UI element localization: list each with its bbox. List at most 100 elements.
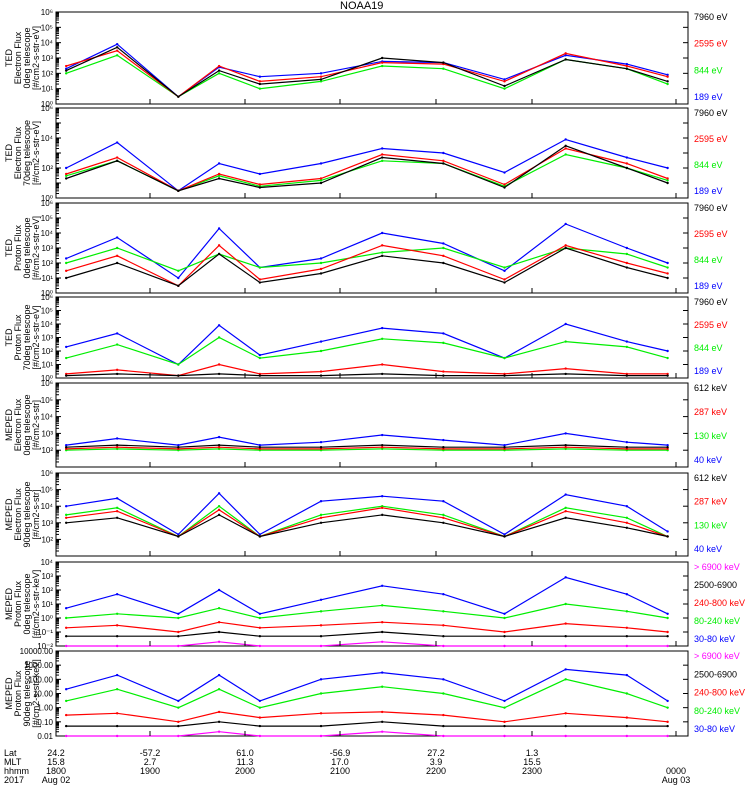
y-axis-label: MEPED Proton Flux 0deg telescope [#/cm2-s-s… (4, 570, 41, 639)
data-point (380, 153, 384, 156)
data-point (564, 576, 567, 579)
data-point (625, 516, 629, 520)
data-point (258, 734, 262, 738)
data-point (258, 82, 262, 86)
data-point (442, 341, 445, 345)
data-point (115, 46, 119, 49)
data-point (258, 706, 262, 709)
data-point (625, 521, 629, 524)
data-point (625, 156, 629, 159)
x-tick-label: 61.0 (236, 748, 254, 758)
data-point (380, 630, 384, 634)
y-tick-label: 10³ (41, 54, 53, 63)
data-point (217, 363, 221, 366)
data-point (177, 276, 180, 280)
data-point (666, 706, 669, 709)
y-axis-label-line: [#/cm2-s-str-eV] (31, 26, 41, 90)
data-point (64, 443, 68, 447)
series-189-ev (65, 138, 668, 192)
y-axis-label-line: [#/cm2-s-str-eV] (31, 121, 41, 185)
y-tick-label: 10⁵ (41, 396, 53, 405)
data-point (217, 492, 221, 495)
data-point (666, 356, 669, 360)
data-point (666, 644, 669, 648)
data-point (442, 635, 445, 638)
data-point (564, 372, 567, 376)
data-point (564, 54, 567, 57)
y-tick-label: 10¹ (41, 85, 53, 94)
data-point (625, 610, 629, 613)
data-point (380, 254, 384, 258)
legend-entry: 612 keV (694, 383, 727, 393)
data-point (380, 506, 384, 510)
data-point (64, 257, 68, 260)
data-point (666, 530, 669, 533)
data-point (319, 516, 323, 520)
data-point (625, 62, 629, 66)
y-axis-label: MEPED Electron Flux 0deg telescope [#/cm2-s… (4, 394, 41, 455)
data-point (442, 724, 445, 728)
data-point (380, 64, 384, 68)
data-point (258, 443, 262, 447)
data-point (564, 724, 567, 728)
data-point (258, 724, 262, 728)
data-point (666, 272, 669, 275)
y-axis-label-line: MEPED (4, 409, 14, 442)
data-point (64, 626, 68, 629)
data-point (177, 720, 180, 724)
data-point (564, 493, 567, 496)
data-point (258, 75, 262, 78)
panel-frame (55, 11, 689, 105)
data-point (64, 521, 68, 524)
data-point (115, 443, 119, 447)
y-tick-label: 10² (41, 259, 53, 268)
data-point (258, 281, 262, 284)
data-point (319, 734, 323, 738)
data-point (564, 144, 567, 148)
data-point (64, 644, 68, 648)
data-point (442, 261, 445, 265)
data-point (115, 368, 119, 372)
data-point (503, 278, 506, 281)
data-point (564, 322, 567, 326)
data-point (64, 64, 68, 68)
data-point (625, 505, 629, 508)
x-tick-label: 0000 (666, 766, 686, 776)
data-point (177, 374, 180, 377)
data-point (177, 189, 180, 193)
data-point (115, 516, 119, 520)
data-point (625, 593, 629, 596)
data-point (666, 720, 669, 724)
data-point (625, 67, 629, 70)
data-point (625, 340, 629, 343)
series-189-ev (65, 223, 668, 279)
data-point (380, 446, 384, 449)
data-point (503, 720, 506, 724)
data-point (115, 42, 119, 46)
y-tick-label: 0.10 (37, 718, 53, 727)
data-point (625, 635, 629, 638)
x-tick-label: 24.2 (47, 748, 65, 758)
y-tick-label: 10³ (41, 429, 53, 438)
data-point (380, 685, 384, 688)
data-point (625, 372, 629, 376)
data-point (625, 734, 629, 738)
legend-entry: 287 keV (694, 497, 727, 507)
data-point (115, 712, 119, 715)
data-point (115, 734, 119, 738)
x-tick-label: 15.8 (47, 757, 65, 767)
data-point (64, 513, 68, 517)
data-point (564, 734, 567, 738)
data-point (319, 272, 323, 275)
data-point (564, 506, 567, 510)
x-tick-label: 1900 (140, 766, 160, 776)
data-point (319, 598, 323, 601)
legend-entry: > 6900 keV (694, 562, 740, 572)
data-point (115, 236, 119, 239)
data-point (666, 166, 669, 170)
data-point (64, 177, 68, 180)
y-axis-label-line: MEPED (4, 677, 14, 710)
x-tick-label: 2300 (522, 766, 542, 776)
y-axis-label-line: 0deg telescope (22, 217, 32, 278)
legend-entry: 40 keV (694, 455, 722, 465)
